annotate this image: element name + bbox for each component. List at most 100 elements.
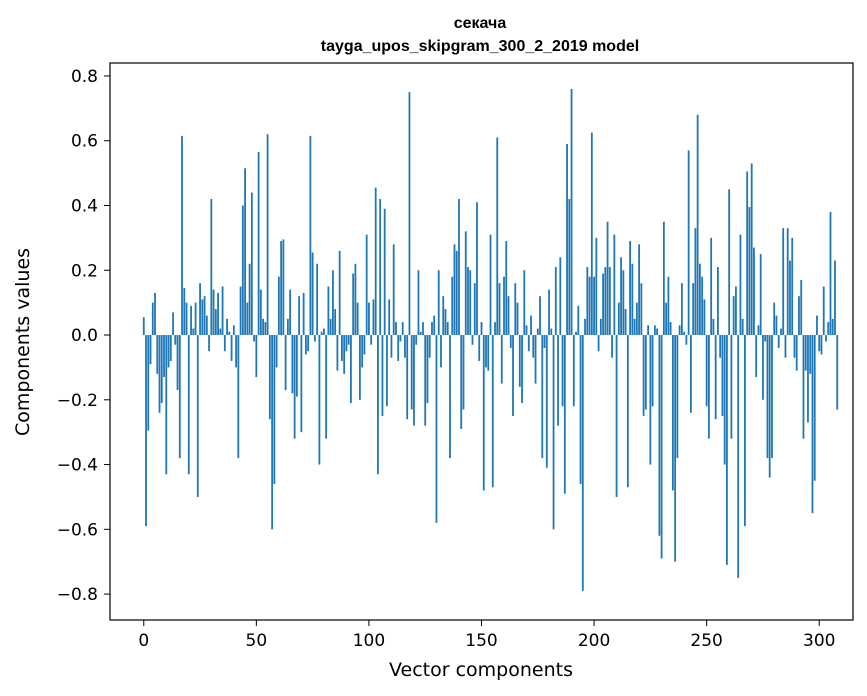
x-tick-label: 50 bbox=[246, 631, 268, 651]
bar bbox=[313, 335, 316, 342]
bar bbox=[322, 328, 325, 336]
bar bbox=[726, 335, 728, 565]
bar bbox=[478, 335, 481, 361]
bar bbox=[676, 335, 679, 459]
bar bbox=[442, 296, 445, 336]
bar bbox=[658, 335, 661, 536]
bar bbox=[620, 257, 622, 336]
bar bbox=[304, 335, 307, 355]
bar bbox=[268, 335, 271, 420]
bar bbox=[183, 288, 186, 336]
bar bbox=[453, 244, 456, 336]
bar bbox=[705, 335, 708, 407]
bar bbox=[586, 267, 589, 336]
bar bbox=[766, 335, 769, 459]
bar bbox=[651, 335, 654, 407]
bar bbox=[199, 283, 201, 336]
bar bbox=[194, 302, 197, 336]
bar bbox=[169, 335, 172, 361]
bar bbox=[203, 296, 206, 336]
bar bbox=[214, 309, 217, 336]
bar bbox=[809, 335, 812, 374]
bar bbox=[800, 279, 803, 336]
bar bbox=[244, 168, 246, 336]
bar bbox=[719, 335, 722, 358]
bar bbox=[773, 302, 776, 336]
bar bbox=[226, 318, 228, 336]
bar bbox=[410, 335, 413, 410]
bar bbox=[750, 163, 753, 336]
bar bbox=[570, 88, 573, 336]
bar bbox=[399, 335, 402, 342]
bar bbox=[329, 318, 332, 336]
bar bbox=[771, 335, 773, 459]
bar bbox=[512, 335, 514, 416]
bar bbox=[210, 199, 213, 336]
bar bbox=[440, 335, 442, 368]
bar bbox=[408, 92, 411, 336]
bar bbox=[469, 270, 472, 336]
bar bbox=[280, 241, 283, 336]
bar bbox=[219, 328, 222, 336]
bar bbox=[536, 328, 539, 336]
bar bbox=[341, 335, 343, 361]
bar bbox=[241, 205, 244, 336]
bar bbox=[523, 270, 526, 336]
bar bbox=[579, 335, 582, 484]
bar bbox=[286, 318, 289, 336]
bar bbox=[649, 335, 652, 465]
bar bbox=[744, 335, 746, 527]
bar bbox=[388, 299, 391, 336]
bar bbox=[422, 322, 424, 336]
bar bbox=[741, 318, 744, 336]
y-tick-label: 0.0 bbox=[71, 326, 98, 346]
bar bbox=[599, 318, 602, 336]
bar bbox=[647, 325, 650, 336]
bar bbox=[356, 302, 359, 336]
bar bbox=[257, 152, 260, 336]
bar bbox=[172, 312, 174, 336]
bar bbox=[577, 305, 580, 336]
bar bbox=[460, 335, 463, 429]
bar-series bbox=[142, 88, 839, 591]
bar bbox=[748, 207, 751, 336]
bar bbox=[543, 335, 546, 348]
bar bbox=[631, 263, 634, 336]
bar bbox=[449, 335, 451, 459]
bar bbox=[185, 302, 188, 336]
bar bbox=[550, 328, 553, 336]
bar bbox=[604, 267, 607, 336]
bar bbox=[611, 335, 613, 358]
y-tick-label: 0.6 bbox=[71, 132, 98, 152]
y-tick-label: −0.8 bbox=[57, 585, 98, 605]
bar bbox=[464, 231, 467, 336]
bar bbox=[368, 302, 370, 336]
bar bbox=[554, 267, 557, 336]
bar bbox=[566, 143, 568, 336]
bar bbox=[739, 234, 742, 336]
bar bbox=[424, 335, 427, 426]
bar bbox=[653, 325, 656, 336]
bar bbox=[363, 335, 366, 355]
bar bbox=[163, 335, 165, 378]
bar bbox=[753, 247, 755, 336]
bar bbox=[365, 234, 368, 336]
bar bbox=[327, 286, 330, 336]
bar bbox=[395, 322, 397, 336]
bar bbox=[525, 325, 528, 336]
bar bbox=[431, 322, 433, 336]
bar bbox=[527, 335, 530, 352]
bar bbox=[822, 286, 825, 336]
bar bbox=[757, 325, 760, 336]
bar bbox=[541, 335, 544, 459]
bar bbox=[347, 335, 350, 345]
bar bbox=[237, 335, 240, 459]
bar bbox=[674, 335, 677, 562]
bar bbox=[552, 335, 555, 530]
bar bbox=[721, 335, 724, 416]
bar bbox=[712, 318, 715, 336]
bar bbox=[487, 335, 490, 371]
bar bbox=[789, 260, 791, 336]
bar bbox=[282, 239, 285, 336]
bar bbox=[671, 335, 674, 491]
